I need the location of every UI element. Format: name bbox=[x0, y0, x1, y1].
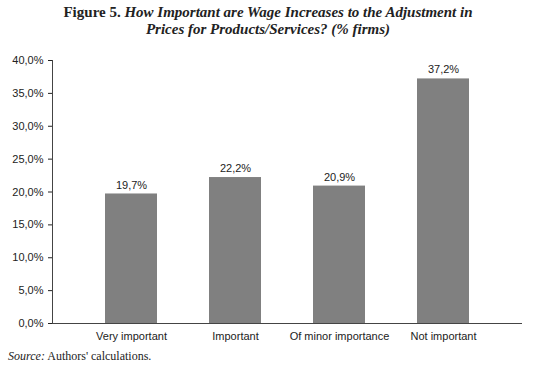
svg-text:Not important: Not important bbox=[410, 330, 476, 342]
svg-text:37,2%: 37,2% bbox=[428, 63, 459, 75]
svg-text:20,9%: 20,9% bbox=[324, 171, 355, 183]
html-text:Figure 5. How Important are Wa: Figure 5. How Important are Wage Increas… bbox=[63, 4, 473, 37]
svg-text:0,0%: 0,0% bbox=[18, 317, 43, 329]
svg-text:5,0%: 5,0% bbox=[18, 284, 43, 296]
svg-text:20,0%: 20,0% bbox=[12, 186, 43, 198]
svg-text:35,0%: 35,0% bbox=[12, 87, 43, 99]
svg-text:Of minor importance: Of minor importance bbox=[290, 330, 390, 342]
svg-text:15,0%: 15,0% bbox=[12, 218, 43, 230]
svg-text:Important: Important bbox=[212, 330, 258, 342]
svg-text:40,0%: 40,0% bbox=[12, 54, 43, 66]
svg-text:25,0%: 25,0% bbox=[12, 153, 43, 165]
svg-text:19,7%: 19,7% bbox=[116, 178, 147, 190]
svg-text:30,0%: 30,0% bbox=[12, 120, 43, 132]
svg-text:10,0%: 10,0% bbox=[12, 251, 43, 263]
html-text:Source: Authors' calculations.: Source: Authors' calculations. bbox=[8, 349, 152, 363]
svg-text:Very important: Very important bbox=[96, 330, 167, 342]
svg-text:22,2%: 22,2% bbox=[220, 162, 251, 174]
